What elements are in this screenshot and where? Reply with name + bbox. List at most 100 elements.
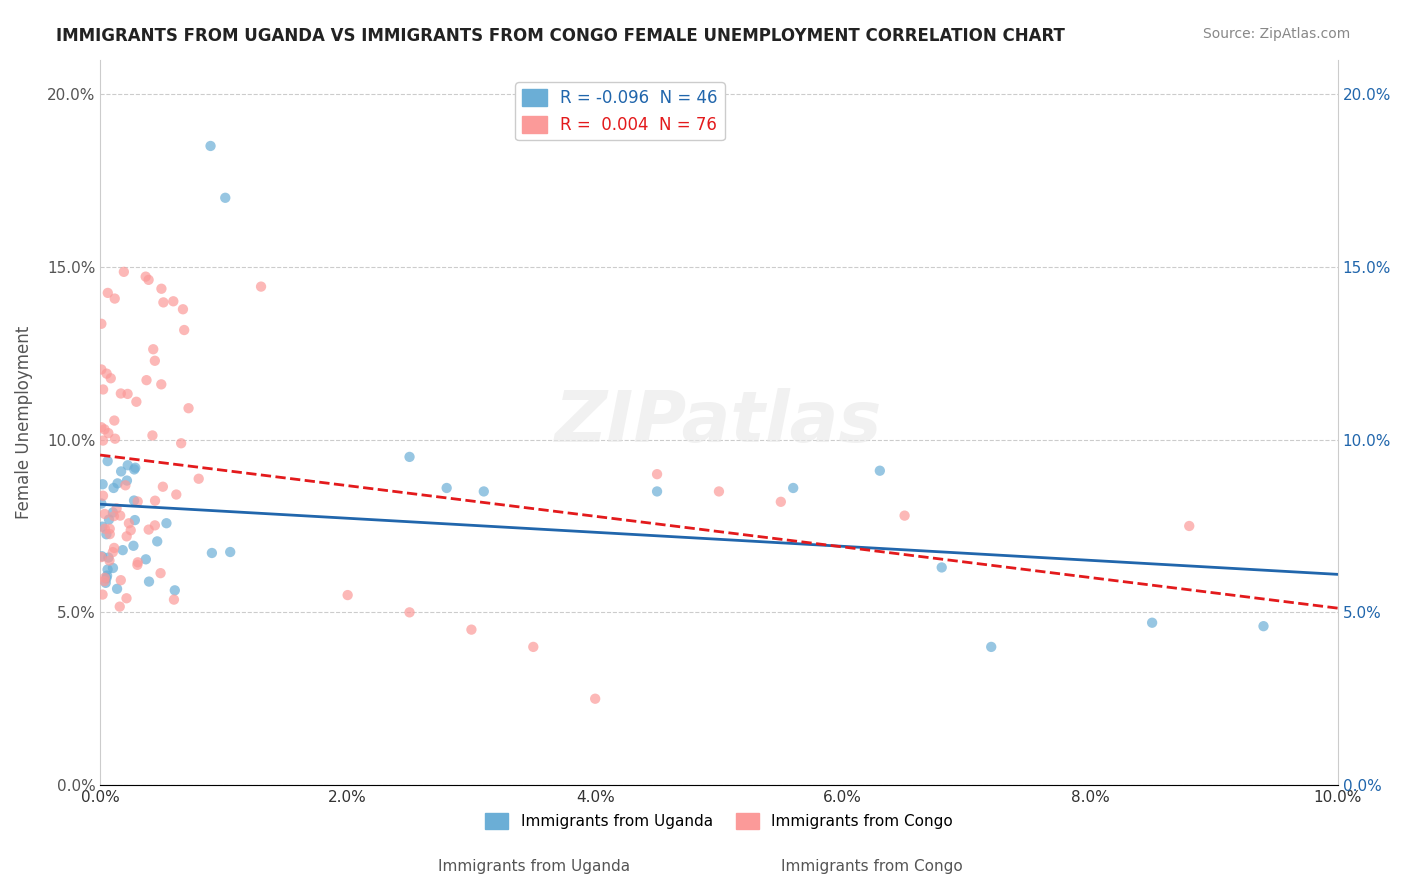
Point xyxy=(472,484,495,499)
Point xyxy=(98,527,121,541)
Point xyxy=(163,583,186,598)
Point xyxy=(97,285,120,300)
Point xyxy=(138,273,160,287)
Text: ZIPatlas: ZIPatlas xyxy=(555,388,883,457)
Point xyxy=(110,465,132,479)
Point xyxy=(103,541,125,555)
Point xyxy=(96,571,118,585)
Point xyxy=(111,543,134,558)
Point xyxy=(170,436,193,450)
Point xyxy=(200,139,222,153)
Point xyxy=(152,480,174,494)
Point xyxy=(97,562,120,576)
Text: Immigrants from Congo: Immigrants from Congo xyxy=(780,859,963,874)
Point xyxy=(104,292,127,306)
Point xyxy=(124,460,146,475)
Point xyxy=(165,487,187,501)
Point xyxy=(91,519,114,533)
Point xyxy=(142,343,165,357)
Point xyxy=(155,516,177,531)
Point xyxy=(127,555,149,569)
Text: Source: ZipAtlas.com: Source: ZipAtlas.com xyxy=(1202,27,1350,41)
Point xyxy=(104,432,127,446)
Point xyxy=(91,588,114,602)
Point xyxy=(460,623,482,637)
Point xyxy=(97,550,120,565)
Point xyxy=(177,401,200,416)
Point xyxy=(149,566,172,581)
Point xyxy=(101,561,124,575)
Point xyxy=(96,527,118,541)
Point xyxy=(93,422,115,436)
Point xyxy=(103,413,125,427)
Point xyxy=(931,560,953,574)
Point xyxy=(436,481,458,495)
Point xyxy=(90,420,112,434)
Point xyxy=(152,295,174,310)
Point xyxy=(94,575,117,590)
Point xyxy=(1140,615,1163,630)
Point xyxy=(143,518,166,533)
Point xyxy=(1178,519,1201,533)
Point xyxy=(98,553,121,567)
Point xyxy=(101,545,124,559)
Point xyxy=(100,371,122,385)
Point xyxy=(398,605,420,619)
Point xyxy=(250,279,273,293)
Point xyxy=(93,507,115,521)
Point xyxy=(127,558,149,572)
Text: IMMIGRANTS FROM UGANDA VS IMMIGRANTS FROM CONGO FEMALE UNEMPLOYMENT CORRELATION : IMMIGRANTS FROM UGANDA VS IMMIGRANTS FRO… xyxy=(56,27,1066,45)
Point xyxy=(122,493,145,508)
Point xyxy=(172,302,194,317)
Point xyxy=(201,546,224,560)
Point xyxy=(101,506,124,520)
Point xyxy=(115,529,138,543)
Point xyxy=(782,481,804,495)
Point xyxy=(162,294,184,309)
Point xyxy=(112,265,135,279)
Point xyxy=(980,640,1002,654)
Point xyxy=(108,599,131,614)
Point xyxy=(94,571,117,585)
Point xyxy=(187,472,209,486)
Point xyxy=(143,493,166,508)
Point xyxy=(90,550,112,565)
Point xyxy=(138,523,160,537)
Point xyxy=(90,496,112,510)
Point xyxy=(108,508,131,523)
Point xyxy=(893,508,915,523)
Point xyxy=(91,383,114,397)
Point xyxy=(150,377,173,392)
Point xyxy=(214,191,236,205)
Point xyxy=(219,545,242,559)
Point xyxy=(122,539,145,553)
Point xyxy=(96,367,118,381)
Point xyxy=(163,592,186,607)
Point xyxy=(98,522,121,536)
Point xyxy=(645,484,668,499)
Legend: Immigrants from Uganda, Immigrants from Congo: Immigrants from Uganda, Immigrants from … xyxy=(479,807,959,836)
Point xyxy=(117,387,139,401)
Point xyxy=(91,434,114,448)
Point xyxy=(114,478,136,492)
Point xyxy=(1253,619,1275,633)
Text: Immigrants from Uganda: Immigrants from Uganda xyxy=(439,859,630,874)
Point xyxy=(97,454,120,468)
Point xyxy=(115,591,138,606)
Point xyxy=(103,481,125,495)
Point xyxy=(115,474,138,488)
Point xyxy=(150,282,173,296)
Point xyxy=(125,394,148,409)
Point xyxy=(124,513,146,527)
Point xyxy=(127,494,149,508)
Point xyxy=(110,386,132,401)
Point xyxy=(869,464,891,478)
Point xyxy=(120,523,142,537)
Point xyxy=(117,458,139,473)
Point xyxy=(146,534,169,549)
Point xyxy=(135,373,157,387)
Point xyxy=(103,509,125,524)
Point xyxy=(97,426,120,441)
Point xyxy=(91,477,114,491)
Point xyxy=(96,568,118,582)
